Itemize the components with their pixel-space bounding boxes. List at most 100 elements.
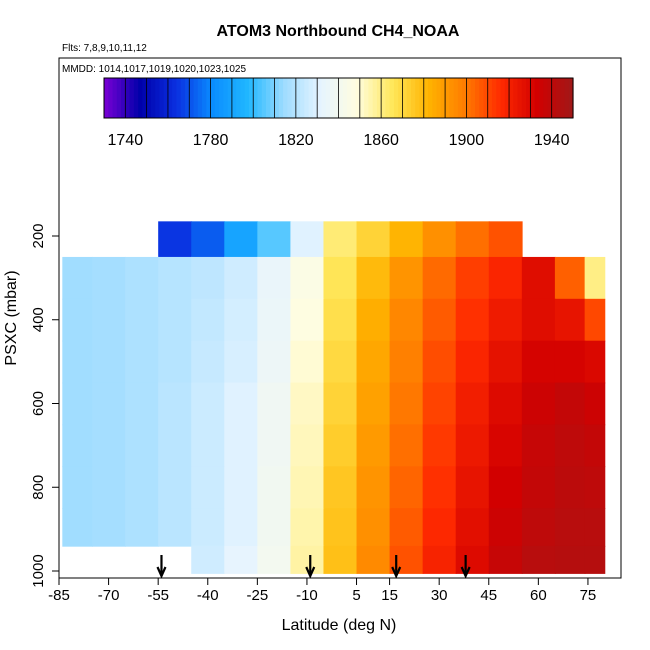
heatmap-cell [521,466,556,509]
heatmap-cell [191,424,226,468]
colorbar-tick-label: 1740 [108,132,144,149]
heatmap-cell [62,424,93,468]
colorbar-swatch [270,78,276,118]
heatmap-cell [422,545,457,574]
flight-markers [156,555,471,579]
heatmap-cell [158,298,193,342]
colorbar-swatch [491,78,497,118]
heatmap-cell [125,424,159,468]
colorbar-swatch [125,78,131,118]
heatmap-cell [488,256,523,300]
heatmap-cell [422,508,457,547]
x-tick-label: -40 [197,587,219,604]
colorbar-swatch [129,78,135,118]
heatmap-cell [521,508,556,547]
colorbar-swatch [317,78,323,118]
heatmap-cell [290,382,325,426]
heatmap-cell [125,508,159,547]
heatmap-cell [257,466,292,509]
heatmap-cell [191,221,226,258]
heatmap-cell [92,424,126,468]
colorbar-swatch [231,78,237,118]
colorbar-swatch [509,78,514,118]
heatmap-cell [584,545,606,574]
heatmap-cell [62,298,93,342]
x-tick-label: -25 [247,587,269,604]
colorbar-swatch [534,78,540,118]
colorbar-swatch [364,78,369,118]
colorbar-swatch [266,78,271,118]
heatmap-cell [422,340,457,384]
heatmap-cell [290,424,325,468]
heatmap-cell [584,466,606,509]
heatmap-cell [389,298,424,342]
colorbar-swatch [483,78,489,118]
heatmap-cell [191,256,226,300]
colorbar-swatch [227,78,233,118]
colorbar-swatch [453,78,459,118]
heatmap-cell [224,424,259,468]
colorbar-swatch [202,78,207,118]
colorbar-swatch [564,78,570,118]
heatmap-cell [554,256,586,300]
colorbar: 1740 1780 1820 1860 1900 1940 [103,77,574,149]
heatmap-cell [488,545,523,574]
colorbar-frame [103,77,574,119]
colorbar-swatch [568,78,574,118]
heatmap-cell [224,298,259,342]
flight-marker-arrow [305,555,316,579]
heatmap-cell [62,256,93,300]
colorbar-swatch [445,78,450,118]
flight-marker-arrow [156,555,167,579]
heatmap-cell [488,221,523,258]
heatmap-cell [92,340,126,384]
heatmap-cell [521,424,556,468]
heatmap-cell [356,466,391,509]
colorbar-swatch [496,78,502,118]
heatmap-cell [389,221,424,258]
colorbar-swatch [389,78,395,118]
heatmap-cell [257,382,292,426]
heatmap-cell [356,508,391,547]
flight-marker-arrow [391,555,402,579]
colorbar-swatch [257,78,263,118]
heatmap-cell [584,424,606,468]
heatmap-cell [488,508,523,547]
colorbar-swatch [393,78,399,118]
heatmap-cell [554,382,586,426]
colorbar-swatch [487,78,493,118]
colorbar-swatch [432,78,438,118]
heatmap-cell [521,545,556,574]
colorbar-swatch [142,78,148,118]
heatmap-cell [62,382,93,426]
heatmap-cell [158,382,193,426]
colorbar-swatch [415,78,421,118]
colorbar-swatch [440,78,446,118]
colorbar-swatch [248,78,254,118]
heatmap-cell [92,466,126,509]
heatmap-cell [422,221,457,258]
heatmap-cell [158,221,193,258]
heatmap-cell [488,466,523,509]
colorbar-swatch [500,78,506,118]
heatmap-cell [290,256,325,300]
y-axis: 200 400 600 800 1000 [30,223,59,588]
heatmap-cell [290,466,325,509]
heatmap-cell [92,382,126,426]
heatmap-cell [389,545,424,574]
heatmap-cell [323,508,358,547]
heatmap-cell [356,424,391,468]
heatmap-cell [257,424,292,468]
colorbar-swatch [513,78,519,118]
heatmap-cell [191,508,226,547]
colorbar-swatch [236,78,242,118]
heatmap-cell [554,424,586,468]
heatmap-cell [356,340,391,384]
colorbar-swatch [121,78,126,118]
heatmap-cell [257,221,292,258]
colorbar-swatch [112,78,118,118]
heatmap-cell [455,424,490,468]
colorbar-swatch [287,78,293,118]
heatmap-cell [323,424,358,468]
